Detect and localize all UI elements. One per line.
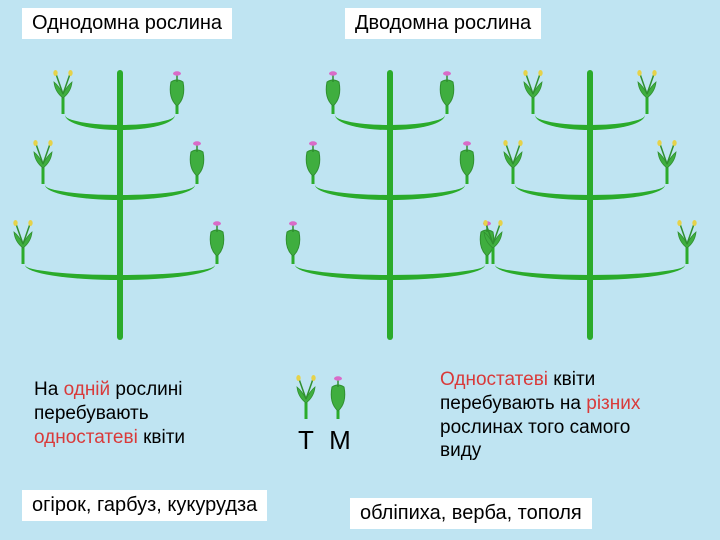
female-flower-icon — [319, 70, 347, 114]
di-desc-accent2: різних — [586, 393, 640, 414]
legend-male-letter: Т — [298, 425, 318, 455]
male-flower-icon — [9, 220, 37, 264]
branch — [515, 170, 665, 200]
male-flower-icon — [519, 70, 547, 114]
legend-letters: Т М — [298, 425, 355, 456]
male-flower-icon — [633, 70, 661, 114]
branch — [335, 100, 445, 130]
female-flower-icon — [299, 140, 327, 184]
female-flower-icon — [163, 70, 191, 114]
branch — [65, 100, 175, 130]
legend-female-flower-icon — [324, 375, 352, 419]
male-flower-icon — [479, 220, 507, 264]
mono-desc-accent1: одній — [64, 379, 111, 400]
female-flower-icon — [453, 140, 481, 184]
di-desc-accent1: Одностатеві — [440, 369, 548, 390]
branch — [495, 250, 685, 280]
branch — [315, 170, 465, 200]
monoecious-examples-label: огірок, гарбуз, кукурудза — [22, 490, 267, 521]
branch — [45, 170, 195, 200]
di-desc-post: рослинах того самого виду — [440, 417, 630, 462]
legend-male-flower-icon — [292, 375, 320, 419]
dioecious-examples-label: обліпиха, верба, тополя — [350, 498, 592, 529]
female-flower-icon — [279, 220, 307, 264]
male-flower-icon — [499, 140, 527, 184]
monoecious-title-label: Однодомна рослина — [22, 8, 232, 39]
monoecious-description: На одній рослині перебувають одностатеві… — [34, 378, 249, 449]
branch — [535, 100, 645, 130]
male-flower-icon — [673, 220, 701, 264]
branch — [295, 250, 485, 280]
male-flower-icon — [49, 70, 77, 114]
female-flower-icon — [183, 140, 211, 184]
male-flower-icon — [29, 140, 57, 184]
dioecious-title-label: Дводомна рослина — [345, 8, 541, 39]
mono-desc-pre: На — [34, 379, 64, 400]
male-flower-icon — [653, 140, 681, 184]
mono-desc-accent2: одностатеві — [34, 427, 138, 448]
female-flower-icon — [203, 220, 231, 264]
dioecious-description: Одностатеві квіти перебувають на різних … — [440, 368, 675, 463]
branch — [25, 250, 215, 280]
legend-female-letter: М — [329, 425, 355, 455]
mono-desc-post: квіти — [138, 427, 185, 448]
female-flower-icon — [433, 70, 461, 114]
